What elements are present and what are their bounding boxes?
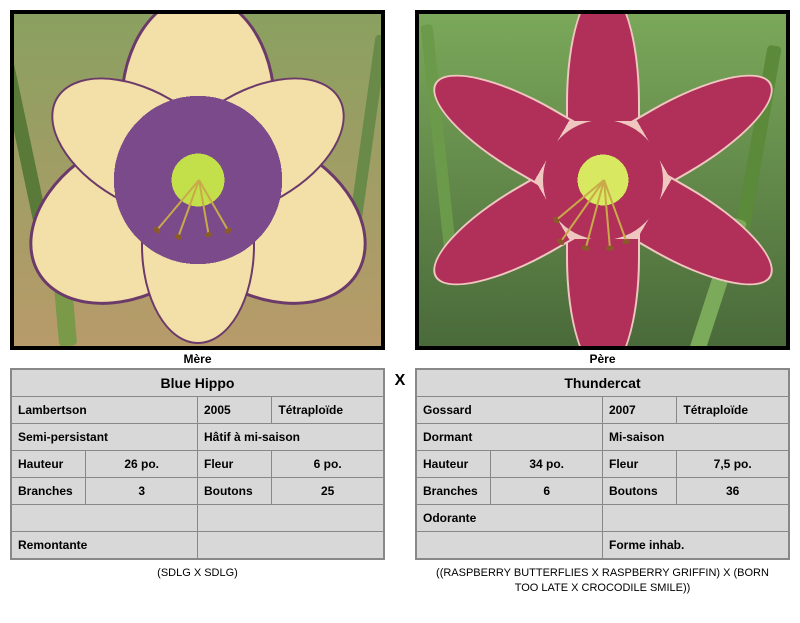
father-role-label: Père bbox=[415, 350, 790, 368]
father-ploidy: Tétraploïde bbox=[677, 397, 789, 424]
father-height: 34 po. bbox=[491, 451, 603, 478]
label-flower-f: Fleur bbox=[602, 451, 676, 478]
mother-panel: Mère Blue Hippo Lambertson 2005 Tétraplo… bbox=[10, 10, 385, 587]
mother-parentage: (SDLG X SDLG) bbox=[10, 560, 385, 587]
mother-season: Hâtif à mi-saison bbox=[197, 424, 383, 451]
mother-rebloom: Remontante bbox=[12, 532, 198, 559]
mother-branches: 3 bbox=[86, 478, 198, 505]
father-form: Forme inhab. bbox=[602, 532, 788, 559]
mother-buds: 25 bbox=[272, 478, 384, 505]
father-flower: 7,5 po. bbox=[677, 451, 789, 478]
father-fragrant: Odorante bbox=[417, 505, 603, 532]
cross-symbol: X bbox=[393, 10, 407, 390]
label-buds: Boutons bbox=[197, 478, 271, 505]
mother-year: 2005 bbox=[197, 397, 271, 424]
mother-foliage: Semi-persistant bbox=[12, 424, 198, 451]
mother-form bbox=[197, 532, 383, 559]
label-height: Hauteur bbox=[12, 451, 86, 478]
mother-name: Blue Hippo bbox=[12, 370, 384, 397]
mother-hybridizer: Lambertson bbox=[12, 397, 198, 424]
father-parentage: ((RASPBERRY BUTTERFLIES X RASPBERRY GRIF… bbox=[415, 560, 790, 603]
father-branches: 6 bbox=[491, 478, 603, 505]
mother-info-table: Blue Hippo Lambertson 2005 Tétraploïde S… bbox=[10, 368, 385, 560]
label-flower: Fleur bbox=[197, 451, 271, 478]
father-photo bbox=[415, 10, 790, 350]
father-buds: 36 bbox=[677, 478, 789, 505]
father-name: Thundercat bbox=[417, 370, 789, 397]
mother-fragrant bbox=[12, 505, 198, 532]
comparison-wrap: Mère Blue Hippo Lambertson 2005 Tétraplo… bbox=[10, 10, 790, 603]
label-height-f: Hauteur bbox=[417, 451, 491, 478]
mother-height: 26 po. bbox=[86, 451, 198, 478]
mother-role-label: Mère bbox=[10, 350, 385, 368]
father-season: Mi-saison bbox=[602, 424, 788, 451]
father-info-table: Thundercat Gossard 2007 Tétraploïde Dorm… bbox=[415, 368, 790, 560]
father-panel: Père Thundercat Gossard 2007 Tétraploïde… bbox=[415, 10, 790, 603]
father-year: 2007 bbox=[602, 397, 676, 424]
mother-ploidy: Tétraploïde bbox=[272, 397, 384, 424]
father-hybridizer: Gossard bbox=[417, 397, 603, 424]
father-rebloom bbox=[417, 532, 603, 559]
mother-photo bbox=[10, 10, 385, 350]
mother-flower: 6 po. bbox=[272, 451, 384, 478]
label-branches-f: Branches bbox=[417, 478, 491, 505]
father-foliage: Dormant bbox=[417, 424, 603, 451]
label-buds-f: Boutons bbox=[602, 478, 676, 505]
label-branches: Branches bbox=[12, 478, 86, 505]
